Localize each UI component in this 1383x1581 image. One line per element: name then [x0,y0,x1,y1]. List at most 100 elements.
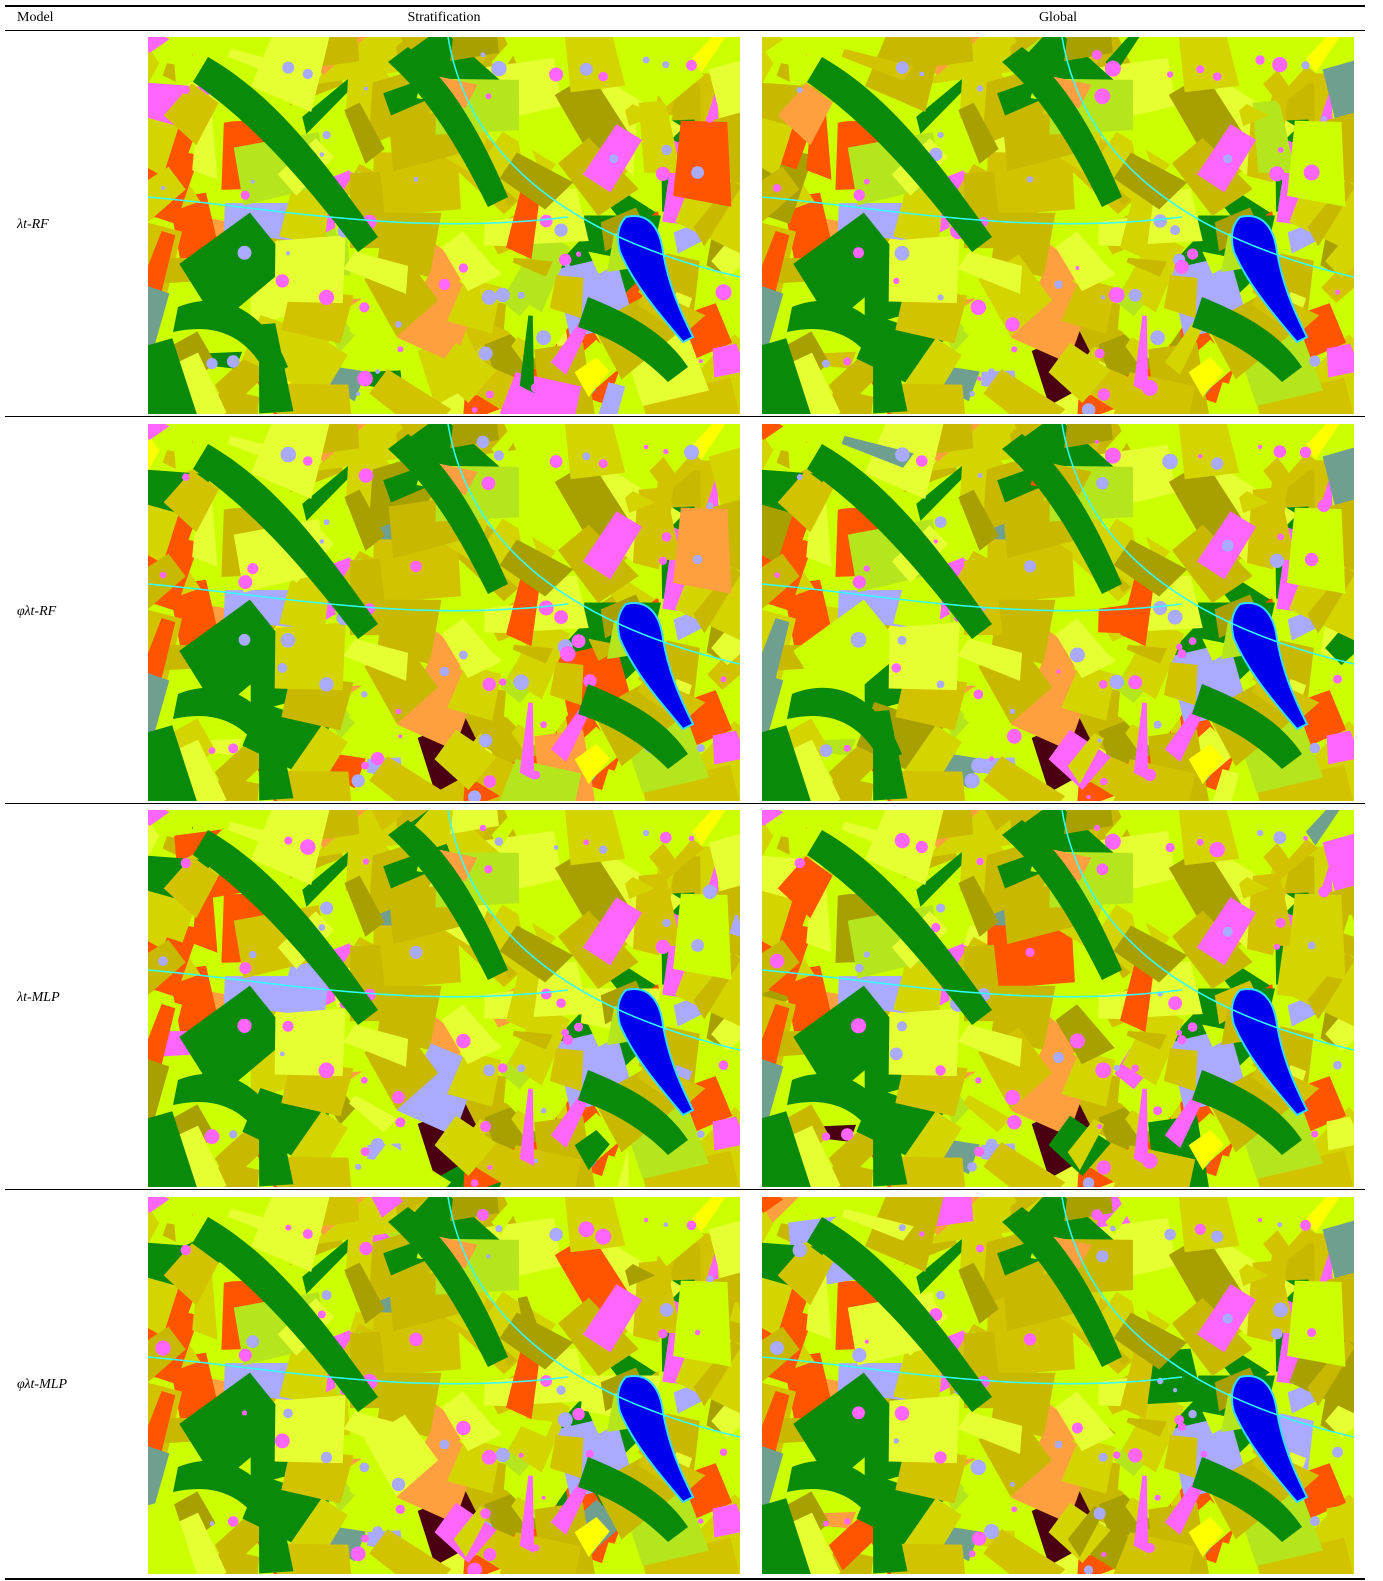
map-speckle [1276,918,1286,928]
map-patch [889,1394,960,1463]
map-speckle [691,166,704,179]
classification-map [148,1197,740,1574]
map-speckle [1101,1551,1106,1556]
map-speckle [414,177,419,182]
map-speckle [919,1231,924,1236]
map-speckle [934,539,938,543]
map-speckle [282,62,294,74]
map-speckle [899,1224,906,1231]
page: Model Stratification Global λt-RFφλt-RFλ… [0,0,1383,1581]
map-patch [673,1280,734,1366]
map-speckle [517,1064,525,1072]
map-speckle [1274,445,1287,458]
map-speckle [323,131,331,139]
map-speckle [1271,1328,1282,1339]
map-speckle [239,962,251,974]
map-speckle [1055,1440,1063,1448]
map-speckle [937,680,945,688]
map-patch [673,893,734,979]
map-speckle [894,1438,900,1444]
map-speckle [695,1329,700,1334]
map-speckle [599,459,608,468]
map-speckle [1167,71,1173,77]
map-speckle [283,1408,293,1418]
map-speckle [797,474,803,480]
map-speckle [793,1242,807,1256]
map-speckle [1129,289,1142,302]
map-speckle [853,575,866,588]
map-patch [275,234,346,303]
map-speckle [482,476,496,490]
map-speckle [1010,1482,1015,1487]
map-speckle [320,152,325,157]
map-speckle [155,1340,170,1355]
map-speckle [916,841,928,853]
map-speckle [572,1407,584,1419]
map-speckle [1155,1494,1161,1500]
map-speckle [459,263,468,272]
map-speckle [1011,346,1017,352]
map-speckle [1094,1507,1106,1519]
map-speckle [482,1449,497,1464]
map-speckle [643,57,650,64]
map-speckle [1168,996,1182,1010]
map-speckle [1201,1450,1208,1457]
map-speckle [969,391,975,397]
map-speckle [1007,1115,1021,1129]
map-speckle [565,264,571,270]
map-speckle [283,1021,294,1032]
map-speckle [1177,649,1186,658]
map-speckle [322,1290,332,1300]
map-speckle [606,538,621,553]
map-speckle [238,575,252,589]
map-speckle [1070,647,1085,662]
map-speckle [977,85,983,91]
map-speckle [898,635,907,644]
map-speckle [720,1448,727,1455]
map-speckle [1176,643,1182,649]
map-speckle [770,1341,784,1355]
map-speckle [513,674,529,690]
column-header: Stratification [407,10,480,26]
map-speckle [1005,1090,1020,1105]
map-speckle [1005,317,1019,331]
map-speckle [608,1313,619,1324]
map-speckle [989,756,994,761]
map-speckle [483,677,496,690]
map-speckle [409,1332,423,1346]
map-speckle [864,565,870,571]
map-speckle [247,563,258,574]
map-speckle [1258,1218,1262,1222]
map-speckle [531,383,541,393]
map-speckle [479,347,493,361]
map-speckle [209,747,216,754]
map-speckle [643,830,649,836]
map-speckle [1269,166,1284,181]
map-speckle [1113,1451,1120,1458]
map-speckle [499,678,507,686]
map-speckle [375,369,380,374]
map-speckle [774,572,780,578]
map-speckle [242,1410,247,1415]
map-speckle [249,951,256,958]
map-speckle [540,215,553,228]
map-speckle [303,1229,313,1239]
map-speckle [1027,176,1033,182]
map-speckle [357,371,373,387]
map-speckle [161,186,165,190]
map-speckle [392,1477,405,1490]
map-speckle [1110,1225,1116,1231]
map-speckle [938,132,944,138]
map-speckle [477,435,490,448]
map-speckle [822,360,830,368]
map-speckle [661,145,671,155]
map-speckle [372,1526,383,1537]
map-speckle [395,321,402,328]
map-speckle [1270,553,1284,567]
map-speckle [1272,57,1287,72]
map-speckle [843,357,851,365]
map-speckle [1195,1223,1206,1234]
map-speckle [977,377,981,381]
map-speckle [1099,680,1108,689]
map-speckle [1095,1062,1111,1078]
